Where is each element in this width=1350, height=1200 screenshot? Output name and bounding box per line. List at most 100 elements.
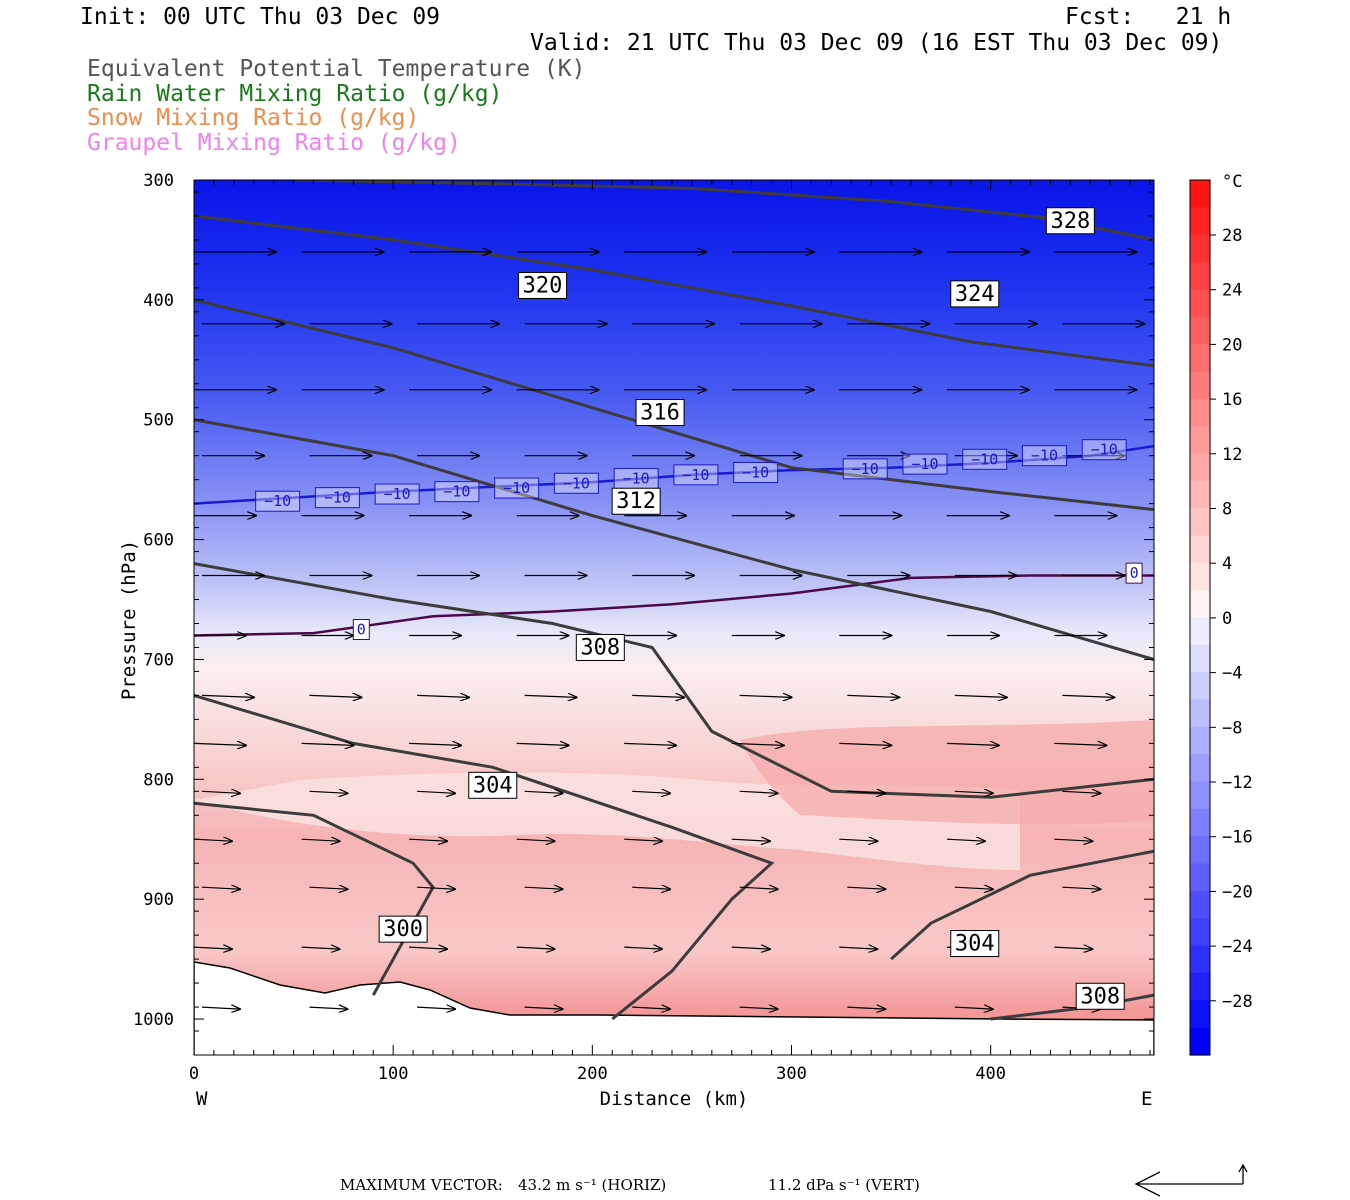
isotherm-label-box — [374, 483, 420, 505]
theta-e-label: 300 — [383, 917, 423, 942]
wind-vector — [194, 743, 246, 745]
isotherm-label-box — [902, 453, 948, 475]
isotherm-label: −10 — [623, 469, 650, 487]
theta-e-label-box — [1045, 207, 1095, 235]
theta-e-label: 308 — [1080, 984, 1120, 1009]
x-axis-label: Distance (km) — [600, 1088, 749, 1110]
colorbar-band — [1190, 672, 1210, 701]
theta-e-label: 304 — [473, 773, 513, 798]
temperature-field — [194, 180, 1154, 1055]
plot-frame — [193, 179, 1155, 1056]
theta-e-label: 328 — [1050, 209, 1090, 234]
colorbar-label: −4 — [1222, 664, 1242, 684]
wind-vector — [847, 1007, 885, 1009]
isotherm-label-box — [255, 490, 301, 512]
east-label: E — [1141, 1088, 1152, 1110]
colorbar-band — [1190, 562, 1210, 591]
isotherm-label: 0 — [1130, 564, 1139, 582]
west-label: W — [196, 1088, 208, 1110]
max-vector-horiz: 43.2 m s⁻¹ (HORIZ) — [518, 1176, 666, 1194]
isotherm-label: −10 — [324, 489, 351, 507]
wind-vector — [1062, 887, 1100, 889]
isotherm-label: −10 — [563, 474, 590, 492]
colorbar-label: −16 — [1222, 828, 1253, 848]
wind-vector — [731, 947, 770, 949]
wind-vector — [201, 791, 240, 793]
wind-vector — [409, 947, 447, 949]
isotherm-label: −10 — [1031, 447, 1058, 465]
forecast-hour: Fcst: 21 h — [1065, 4, 1232, 30]
theta-e-label-box — [635, 399, 685, 427]
theta-e-line — [194, 418, 1154, 661]
terrain — [194, 961, 1154, 1055]
wind-vector — [194, 947, 232, 949]
theta-e-label-box — [468, 771, 518, 799]
wind-vector — [839, 839, 877, 841]
theta-e-contours — [194, 180, 1154, 1021]
colorbar-band — [1190, 398, 1210, 427]
isotherm-label-box — [733, 461, 779, 483]
wind-vector — [309, 695, 362, 697]
wind-vectors — [194, 252, 1144, 1009]
wind-vector — [954, 695, 1007, 697]
theta-e-line — [194, 298, 1154, 512]
theta-e-label-box — [518, 271, 568, 299]
isotherm-line — [194, 444, 1154, 505]
colorbar-band — [1190, 617, 1210, 646]
isotherm-label-box — [434, 481, 480, 503]
colorbar-band — [1190, 863, 1210, 892]
y-axis: 300 400 500 600 700 800 900 1000 — [133, 171, 1154, 1032]
wind-vector — [1054, 947, 1092, 949]
wind-vector — [954, 1007, 993, 1009]
y-tick-label: 400 — [143, 291, 174, 311]
wind-vector — [954, 791, 993, 793]
wind-vector — [201, 1007, 240, 1009]
wind-vector — [309, 887, 348, 889]
colorbar-band — [1190, 945, 1210, 974]
y-tick-label: 300 — [143, 171, 174, 191]
wind-vector — [632, 1007, 670, 1009]
colorbar-band — [1190, 918, 1210, 947]
isotherm-label-box — [1125, 562, 1143, 584]
isotherm-label-box — [352, 618, 370, 640]
colorbar-band — [1190, 699, 1210, 728]
colorbar-band — [1190, 453, 1210, 482]
colorbar-band — [1190, 590, 1210, 619]
colorbar-band — [1190, 836, 1210, 865]
max-vector-vert: 11.2 dPa s⁻¹ (VERT) — [768, 1176, 920, 1194]
isotherm-labels: −10 −10 −10 −10 −10 −10 −10 −10 −10 −10 −10 −10 −10 −… — [255, 439, 1143, 640]
isotherm-label: −10 — [1091, 441, 1118, 459]
y-tick-label: 800 — [143, 770, 174, 790]
isotherm-label-box — [962, 448, 1008, 470]
isotherm-label: −10 — [264, 492, 291, 510]
wind-vector — [409, 839, 447, 841]
legend-graupel: Graupel Mixing Ratio (g/kg) — [87, 130, 461, 156]
theta-e-labels: 328 324 320 316 312 308 304 300 304 308 — [378, 207, 1125, 1010]
colorbar-label: 28 — [1222, 226, 1242, 246]
wind-vector — [946, 743, 999, 745]
wind-vector — [624, 743, 676, 745]
wind-vector — [1062, 791, 1100, 793]
colorbar-label: 24 — [1222, 281, 1242, 301]
legend-theta-e: Equivalent Potential Temperature (K) — [87, 56, 586, 82]
theta-e-label: 308 — [580, 635, 620, 660]
legend-snow: Snow Mixing Ratio (g/kg) — [87, 105, 420, 131]
wind-vector — [417, 887, 455, 889]
wind-vector — [632, 791, 670, 793]
isotherm-label-box — [1081, 439, 1127, 461]
wind-vector — [301, 743, 354, 745]
colorbar-unit: °C — [1222, 172, 1242, 192]
isotherm-label-box — [1021, 445, 1067, 467]
x-axis: 0 100 200 300 400 — [189, 180, 1151, 1084]
wind-vector — [624, 839, 662, 841]
wind-vector — [739, 887, 778, 889]
wind-vector — [847, 887, 885, 889]
isotherm-label: −10 — [911, 455, 938, 473]
isotherm-label: −10 — [852, 460, 879, 478]
wind-vector — [524, 695, 577, 697]
colorbar-band — [1190, 808, 1210, 837]
wind-vector — [309, 791, 348, 793]
y-tick-label: 500 — [143, 411, 174, 431]
wind-vector — [839, 947, 877, 949]
theta-e-label: 316 — [640, 401, 680, 426]
